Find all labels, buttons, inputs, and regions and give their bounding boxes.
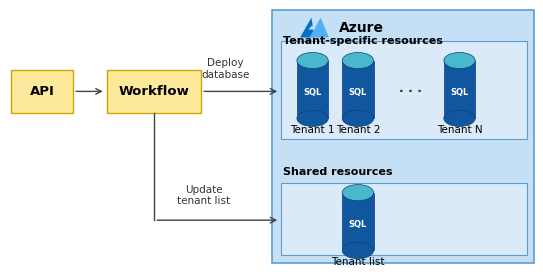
Ellipse shape bbox=[297, 110, 328, 126]
FancyBboxPatch shape bbox=[342, 61, 374, 118]
FancyBboxPatch shape bbox=[272, 10, 534, 263]
Text: API: API bbox=[30, 85, 55, 98]
Polygon shape bbox=[310, 18, 329, 38]
Text: SQL: SQL bbox=[304, 88, 321, 97]
FancyBboxPatch shape bbox=[281, 183, 527, 255]
Text: SQL: SQL bbox=[349, 88, 367, 97]
Ellipse shape bbox=[297, 53, 328, 69]
Ellipse shape bbox=[444, 110, 475, 126]
Polygon shape bbox=[300, 18, 314, 38]
FancyBboxPatch shape bbox=[281, 41, 527, 139]
FancyBboxPatch shape bbox=[11, 70, 73, 113]
Text: Deploy
database: Deploy database bbox=[201, 58, 250, 80]
FancyBboxPatch shape bbox=[444, 61, 475, 118]
Text: Shared resources: Shared resources bbox=[283, 167, 393, 177]
Text: Update
tenant list: Update tenant list bbox=[178, 185, 231, 206]
FancyBboxPatch shape bbox=[342, 193, 374, 250]
Text: Workflow: Workflow bbox=[118, 85, 190, 98]
Text: Azure: Azure bbox=[339, 21, 384, 34]
FancyBboxPatch shape bbox=[297, 61, 328, 118]
FancyBboxPatch shape bbox=[107, 70, 201, 113]
Ellipse shape bbox=[342, 185, 374, 201]
Text: Tenant 2: Tenant 2 bbox=[336, 125, 380, 135]
Text: . . .: . . . bbox=[400, 81, 422, 95]
Ellipse shape bbox=[342, 110, 374, 126]
Text: Tenant 1: Tenant 1 bbox=[291, 125, 335, 135]
Text: SQL: SQL bbox=[349, 220, 367, 229]
Text: SQL: SQL bbox=[450, 88, 469, 97]
Text: Tenant list: Tenant list bbox=[331, 257, 384, 267]
Text: Tenant N: Tenant N bbox=[437, 125, 482, 135]
Polygon shape bbox=[308, 26, 315, 29]
Ellipse shape bbox=[444, 53, 475, 69]
Text: Tenant-specific resources: Tenant-specific resources bbox=[283, 36, 443, 46]
Ellipse shape bbox=[342, 242, 374, 259]
Ellipse shape bbox=[342, 53, 374, 69]
